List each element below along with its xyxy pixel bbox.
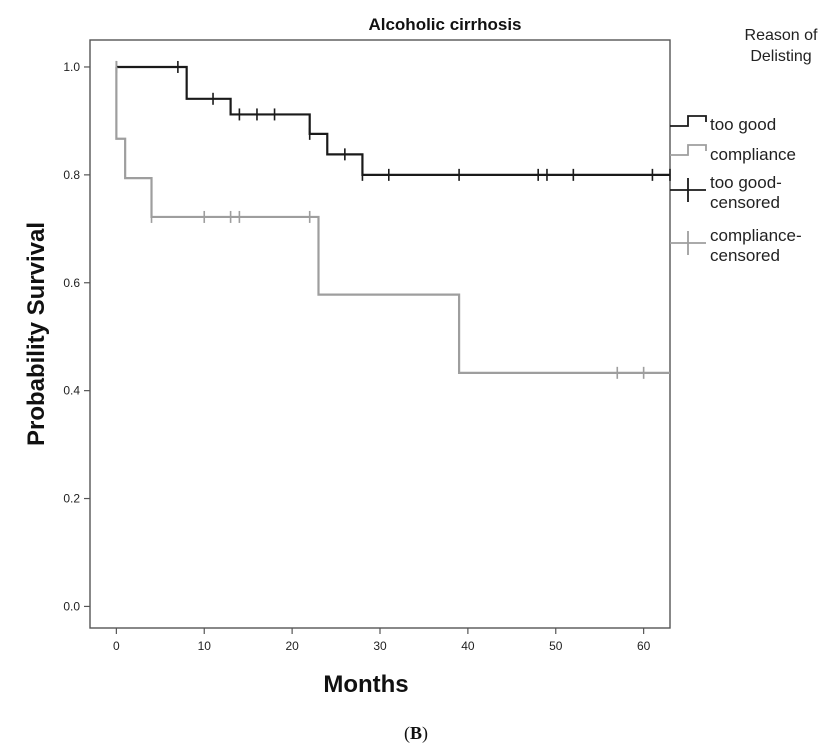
axes: 0 10 20 30 40 50 60 0.0 0.2 0.4 0.6 0.8 1.0 [63,60,650,653]
x-tick-label: 0 [113,639,120,653]
x-tick-label: 20 [285,639,299,653]
y-tick-label: 0.4 [63,384,80,398]
caption-letter: B [410,723,422,743]
y-axis-title: Probability Survival [23,222,50,446]
series-line-too-good [116,65,670,176]
legend-title-line: Reason of [745,27,818,44]
x-tick-label: 30 [373,639,387,653]
caption-close-paren: ) [422,723,428,744]
series-layer [115,60,671,379]
x-axis-title: Months [323,671,408,698]
figure-caption: (B) [404,723,428,744]
y-tick-label: 0.2 [63,492,80,506]
chart-title: Alcoholic cirrhosis [368,15,521,34]
legend-label: too good- [710,173,782,192]
legend: Reason of Delisting too good compliance too … [670,27,818,265]
x-tick-label: 40 [461,639,475,653]
caption-open-paren: ( [404,723,410,744]
legend-symbol-step [670,144,707,156]
y-tick-label: 0.0 [63,599,80,613]
legend-label: compliance [710,145,796,164]
x-tick-label: 60 [637,639,651,653]
legend-label: censored [710,246,780,265]
x-tick-label: 50 [549,639,563,653]
y-tick-label: 0.8 [63,168,80,182]
legend-symbol-step [670,115,707,127]
x-tick-label: 10 [198,639,212,653]
legend-label: compliance- [710,226,802,245]
y-tick-label: 0.6 [63,276,80,290]
legend-label: censored [710,193,780,212]
y-tick-label: 1.0 [63,60,80,74]
legend-label: too good [710,115,776,134]
legend-title-line: Delisting [750,48,811,65]
